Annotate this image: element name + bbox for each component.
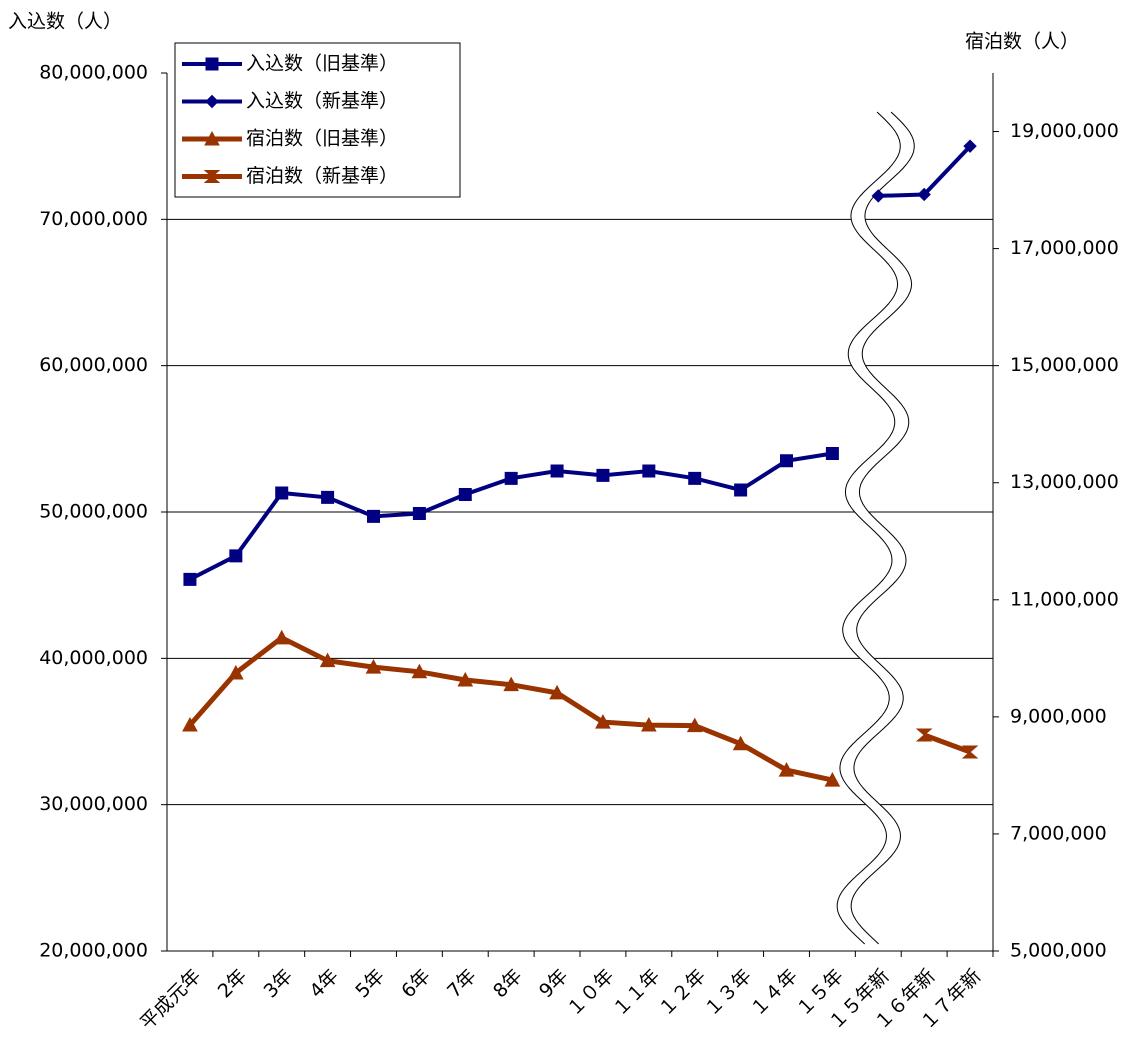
legend-label: 宿泊数（旧基準） xyxy=(246,128,398,150)
axis-break-edge xyxy=(836,111,901,945)
marker xyxy=(457,671,474,687)
marker xyxy=(963,139,977,153)
x-tick-label: １３年 xyxy=(700,965,756,1021)
marker xyxy=(917,187,931,202)
marker xyxy=(550,464,564,478)
y2-tick-label: 15,000,000 xyxy=(1010,354,1119,376)
marker xyxy=(321,490,335,504)
marker xyxy=(688,471,702,485)
marker xyxy=(824,772,841,787)
axis-break xyxy=(837,112,915,944)
x-tick-label: １０年 xyxy=(562,965,618,1021)
x-tick-label: 9年 xyxy=(535,965,573,1003)
marker xyxy=(640,717,657,732)
marker xyxy=(229,549,243,563)
marker xyxy=(205,94,219,109)
marker xyxy=(458,487,472,501)
x-tick-label: 5年 xyxy=(351,965,389,1003)
marker xyxy=(227,664,244,680)
y-tick-label: 50,000,000 xyxy=(39,501,148,523)
x-tick-label: 6年 xyxy=(397,965,435,1003)
marker xyxy=(825,446,839,460)
marker xyxy=(412,506,426,520)
marker xyxy=(503,676,520,692)
marker xyxy=(203,170,221,183)
marker xyxy=(961,745,979,759)
y2-tick-label: 19,000,000 xyxy=(1010,120,1119,142)
legend-label: 宿泊数（新基準） xyxy=(246,165,398,187)
marker xyxy=(642,464,656,478)
marker xyxy=(182,717,198,732)
series-line xyxy=(923,732,971,755)
legend-box xyxy=(174,42,461,198)
y-tick-label: 30,000,000 xyxy=(39,793,148,815)
y2-tick-label: 17,000,000 xyxy=(1010,237,1119,259)
y2-tick-label: 5,000,000 xyxy=(1010,940,1107,962)
marker xyxy=(595,714,611,729)
marker xyxy=(732,735,749,751)
marker xyxy=(319,652,336,668)
x-tick-label: １４年 xyxy=(746,965,802,1021)
y2-tick-label: 11,000,000 xyxy=(1010,588,1119,610)
y-tick-label: 60,000,000 xyxy=(39,354,148,376)
marker xyxy=(780,454,793,468)
marker xyxy=(734,483,748,497)
x-tick-label: 3年 xyxy=(260,965,298,1003)
y2-tick-label: 7,000,000 xyxy=(1010,822,1107,844)
marker xyxy=(273,629,290,645)
marker xyxy=(915,728,933,742)
y-tick-label: 20,000,000 xyxy=(39,940,148,962)
y2-tick-label: 13,000,000 xyxy=(1010,471,1119,493)
marker xyxy=(205,57,219,71)
x-tick-label: １２年 xyxy=(654,965,710,1021)
legend-label: 入込数（旧基準） xyxy=(246,53,398,75)
y-tick-label: 70,000,000 xyxy=(39,208,148,230)
x-tick-label: 4年 xyxy=(305,965,343,1003)
marker xyxy=(504,471,518,485)
marker xyxy=(596,468,610,482)
marker xyxy=(204,130,220,146)
y-tick-label: 40,000,000 xyxy=(39,647,148,669)
marker xyxy=(275,486,289,500)
y-axis-title: 入込数（人） xyxy=(8,11,122,33)
x-tick-label: １１年 xyxy=(608,965,664,1021)
marker xyxy=(778,762,795,777)
marker xyxy=(871,189,885,203)
x-tick-label: 平成元年 xyxy=(136,965,205,1034)
marker xyxy=(411,663,428,679)
y-tick-label: 80,000,000 xyxy=(39,62,148,84)
x-tick-label: 2年 xyxy=(214,965,252,1003)
series-line xyxy=(188,634,833,783)
y2-axis-title: 宿泊数（人） xyxy=(965,31,1079,53)
legend-label: 入込数（新基準） xyxy=(246,90,398,112)
x-tick-label: 8年 xyxy=(489,965,527,1003)
marker xyxy=(549,684,565,700)
axis-break-edge xyxy=(850,111,915,945)
y2-tick-label: 9,000,000 xyxy=(1010,705,1107,727)
x-tick-label: 7年 xyxy=(443,965,481,1003)
marker xyxy=(183,572,197,586)
marker xyxy=(367,509,380,523)
marker xyxy=(365,659,382,674)
marker xyxy=(686,717,703,733)
legend: 入込数（旧基準） 入込数（新基準） 宿泊数（旧基準） 宿泊数（新基準） xyxy=(174,42,461,198)
